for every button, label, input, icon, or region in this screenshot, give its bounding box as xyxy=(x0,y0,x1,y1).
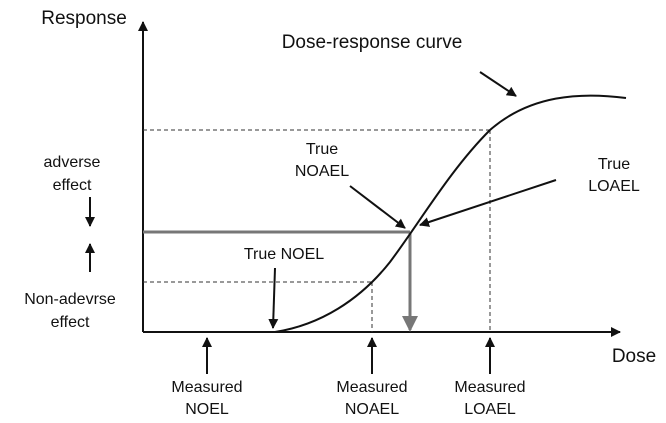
curve xyxy=(274,94,627,333)
annotation: True NOEL xyxy=(244,246,324,263)
x-axis-label: Dose xyxy=(612,346,656,367)
annotation: NOAEL xyxy=(345,401,399,418)
axes xyxy=(138,21,621,337)
arrow xyxy=(349,185,406,229)
annotation: NOEL xyxy=(185,401,229,418)
arrows xyxy=(85,71,557,374)
annotation: LOAEL xyxy=(588,178,640,195)
annotation: Measured xyxy=(171,379,242,396)
annotation: Non-adevrse xyxy=(24,291,116,308)
arrow xyxy=(419,179,557,227)
guides xyxy=(143,129,491,332)
annotation: True xyxy=(598,156,630,173)
curve-label: Dose-response curve xyxy=(282,32,463,53)
annotation: True xyxy=(306,141,338,158)
annotation: LOAEL xyxy=(464,401,516,418)
annotation: adverse xyxy=(44,154,101,171)
arrow xyxy=(268,267,279,329)
y-axis-label: Response xyxy=(41,8,127,29)
arrow xyxy=(479,71,517,97)
annotation: Measured xyxy=(454,379,525,396)
annotation: effect xyxy=(53,177,92,194)
annotation: effect xyxy=(51,314,90,331)
annotation: Measured xyxy=(336,379,407,396)
annotation: NOAEL xyxy=(295,163,349,180)
